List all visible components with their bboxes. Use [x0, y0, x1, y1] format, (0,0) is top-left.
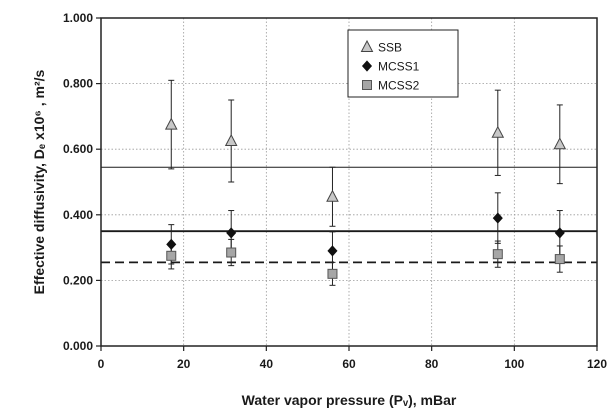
point-mcss1 — [166, 238, 177, 250]
point-mcss2 — [554, 254, 565, 265]
gridlines — [101, 18, 597, 346]
point-ssb — [224, 133, 238, 146]
legend-label-mcss2: MCSS2 — [378, 79, 420, 93]
point-mcss1 — [226, 227, 237, 239]
point-ssb — [491, 125, 505, 138]
legend-label-mcss1: MCSS1 — [378, 60, 420, 74]
x-tick-label: 80 — [425, 357, 439, 371]
point-mcss1 — [554, 227, 565, 239]
y-tick-label: 1.000 — [63, 11, 93, 25]
y-tick-label: 0.400 — [63, 208, 93, 222]
legend-marker-mcss2 — [362, 80, 372, 90]
y-tick-label: 0.000 — [63, 339, 93, 353]
legend: SSB MCSS1 MCSS2 — [347, 29, 459, 98]
point-mcss2 — [492, 249, 503, 260]
x-tick-label: 100 — [504, 357, 524, 371]
x-tick-label: 0 — [98, 357, 105, 371]
y-tick-label: 0.600 — [63, 142, 93, 156]
axis-ticks: 0.000 0.200 0.400 0.600 0.800 1.000 0 20 40 60 80 1… — [63, 11, 607, 371]
y-axis-title: Effective diffusivity, Dₑ x10⁶ , m²/s — [31, 69, 47, 294]
legend-marker-ssb — [360, 39, 374, 52]
legend-marker-mcss1 — [361, 60, 373, 72]
point-mcss2 — [226, 247, 237, 258]
point-ssb — [164, 117, 178, 130]
point-mcss2 — [327, 268, 338, 279]
x-tick-label: 20 — [177, 357, 191, 371]
x-tick-label: 120 — [587, 357, 607, 371]
point-ssb — [326, 189, 339, 202]
point-mcss1 — [492, 212, 503, 224]
point-ssb — [553, 137, 567, 150]
point-mcss2 — [166, 250, 177, 261]
x-axis-title: Water vapor pressure (Pᵥ), mBar — [242, 392, 457, 408]
y-tick-label: 0.800 — [63, 77, 93, 91]
point-mcss1 — [327, 245, 338, 257]
legend-label-ssb: SSB — [378, 41, 402, 55]
x-tick-label: 60 — [342, 357, 356, 371]
y-tick-label: 0.200 — [63, 273, 93, 287]
mean-lines — [101, 166, 597, 264]
data-markers — [164, 117, 567, 279]
x-tick-label: 40 — [260, 357, 274, 371]
